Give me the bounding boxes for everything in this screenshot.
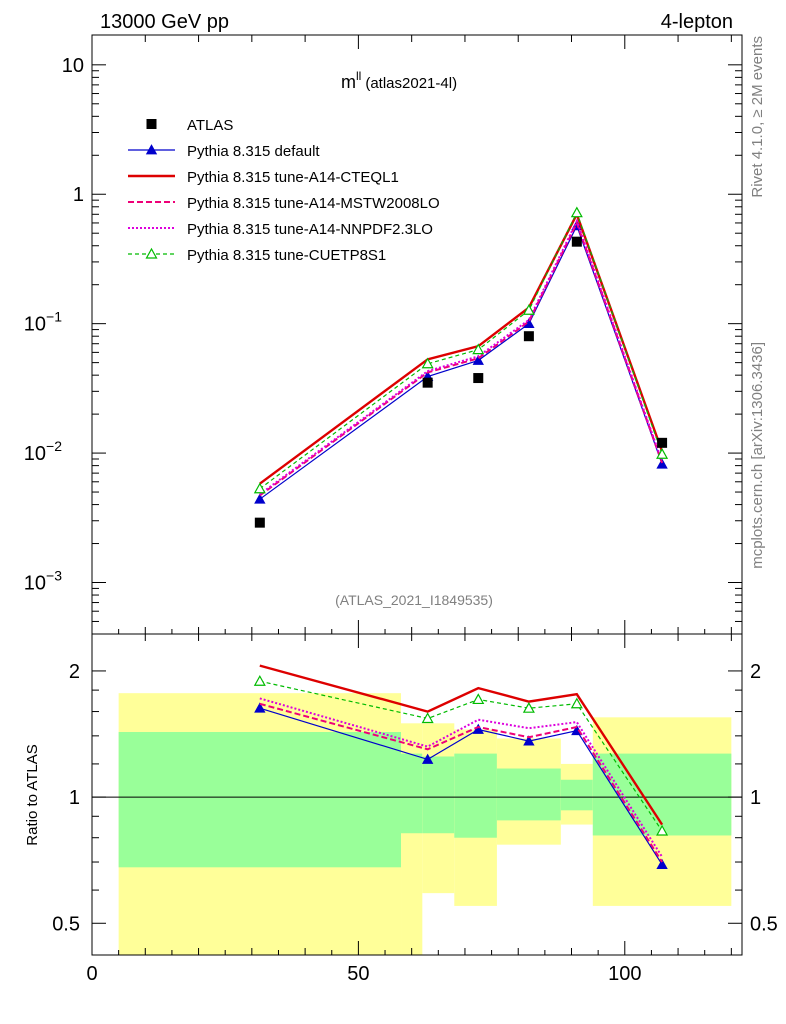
band-inner-4 <box>496 768 561 821</box>
main-ytick-base-2: 10 <box>24 314 46 336</box>
main-ytick-label-4: 10 <box>62 55 84 77</box>
ratio-ytick-label-right-2: 2 <box>750 661 761 683</box>
legend-label-4: Pythia 8.315 tune-CUETP8S1 <box>187 247 386 264</box>
main-ytick-exp-0: −3 <box>46 567 62 583</box>
main-series-0-point-5 <box>656 458 668 469</box>
ratio-ytick-label-left-1: 1 <box>69 787 80 809</box>
main-series-4-point-4 <box>570 206 583 218</box>
main-ytick-label-3: 1 <box>73 184 84 206</box>
ratio-ytick-label-left-2: 2 <box>69 661 80 683</box>
main-ytick-label-2: 10−1 <box>24 309 62 336</box>
ratio-series-0-point-5 <box>656 858 668 870</box>
ratio-ytick-label-right-0: 0.5 <box>750 913 778 935</box>
legend-atlas-label: ATLAS <box>187 117 233 134</box>
atlas-data-point-3 <box>523 331 534 342</box>
band-inner-2 <box>422 756 455 834</box>
ratio-series-4-point-1 <box>421 712 434 724</box>
ratio-ylabel: Ratio to ATLAS <box>24 744 41 845</box>
main-ytick-label-0: 10−3 <box>24 567 62 594</box>
ratio-frame <box>91 633 743 956</box>
main-title-m: m <box>341 72 356 92</box>
ratio-series-4-point-3 <box>522 701 535 713</box>
main-series-4-point-5 <box>656 447 669 459</box>
main-series-line-3 <box>259 218 664 496</box>
main-series-line-0 <box>259 224 663 500</box>
main-ytick-label-1: 10−2 <box>24 438 62 465</box>
main-series-line-4 <box>259 211 663 490</box>
band-inner-1 <box>401 753 423 834</box>
ratio-series-line-3 <box>259 697 663 858</box>
ratio-series-line-2 <box>259 702 663 863</box>
ratio-series-line-0 <box>259 707 663 865</box>
legend-marker-0 <box>145 144 158 155</box>
ratio-series-4-point-2 <box>472 693 485 705</box>
main-ytick-base-0: 10 <box>24 572 46 594</box>
legend-label-1: Pythia 8.315 tune-A14-CTEQL1 <box>187 169 399 186</box>
ratio-panel-marks <box>253 664 669 870</box>
main-title-sup: ll <box>356 69 361 83</box>
header-right: 4-lepton <box>661 11 733 33</box>
header-left: 13000 GeV pp <box>100 11 229 33</box>
main-series-4-point-2 <box>472 343 485 355</box>
legend-label-2: Pythia 8.315 tune-A14-MSTW2008LO <box>187 195 440 212</box>
ratio-series-0-point-0 <box>254 702 266 713</box>
band-inner-3 <box>454 753 497 838</box>
ratio-ytick-label-right-1: 1 <box>750 787 761 809</box>
ratio-ytick-label-left-0: 0.5 <box>52 913 80 935</box>
xtick-label-0: 0 <box>86 963 97 985</box>
ratio-series-line-1 <box>259 664 664 826</box>
ratio-series-line-4 <box>259 680 663 832</box>
main-series-4-point-0 <box>253 482 266 494</box>
atlas-data-point-1 <box>422 377 433 388</box>
band-inner-5 <box>560 779 593 811</box>
main-panel-marks <box>253 206 669 528</box>
ratio-series-0-point-1 <box>421 753 434 764</box>
uncertainty-bands <box>92 693 742 955</box>
atlas-data-point-0 <box>254 517 265 528</box>
ratio-series-4-point-5 <box>656 824 669 836</box>
side-label-bottom: mcplots.cern.ch [arXiv:1306.3436] <box>749 342 766 569</box>
ratio-series-0-point-3 <box>523 735 535 746</box>
legend: ATLAS Pythia 8.315 default Pythia 8.315 tu… <box>128 117 440 264</box>
xtick-label-2: 100 <box>608 963 641 985</box>
analysis-id: (ATLAS_2021_I1849535) <box>335 592 493 608</box>
band-inner-0 <box>118 731 402 868</box>
atlas-data-point-4 <box>571 236 582 247</box>
atlas-data-point-2 <box>473 373 484 384</box>
main-series-line-2 <box>259 220 664 497</box>
main-series-0-point-0 <box>254 493 266 504</box>
xtick-label-1: 50 <box>347 963 369 985</box>
main-ytick-exp-1: −2 <box>46 438 62 454</box>
band-inner-6 <box>592 753 732 836</box>
legend-label-3: Pythia 8.315 tune-A14-NNPDF2.3LO <box>187 221 433 238</box>
legend-label-0: Pythia 8.315 default <box>187 143 320 160</box>
legend-marker-4 <box>145 247 158 259</box>
legend-atlas-marker <box>146 119 157 129</box>
main-title: mll (atlas2021-4l) <box>341 69 457 92</box>
main-ytick-base-1: 10 <box>24 443 46 465</box>
main-series-4-point-3 <box>522 303 535 315</box>
main-title-suffix: (atlas2021-4l) <box>365 75 457 92</box>
atlas-data-point-5 <box>657 437 668 448</box>
ratio-series-4-point-0 <box>253 674 266 686</box>
ratio-series-4-point-4 <box>570 697 583 709</box>
main-series-4-point-1 <box>421 357 434 369</box>
side-label-top: Rivet 4.1.0, ≥ 2M events <box>749 36 766 198</box>
main-ytick-exp-2: −1 <box>46 309 62 325</box>
